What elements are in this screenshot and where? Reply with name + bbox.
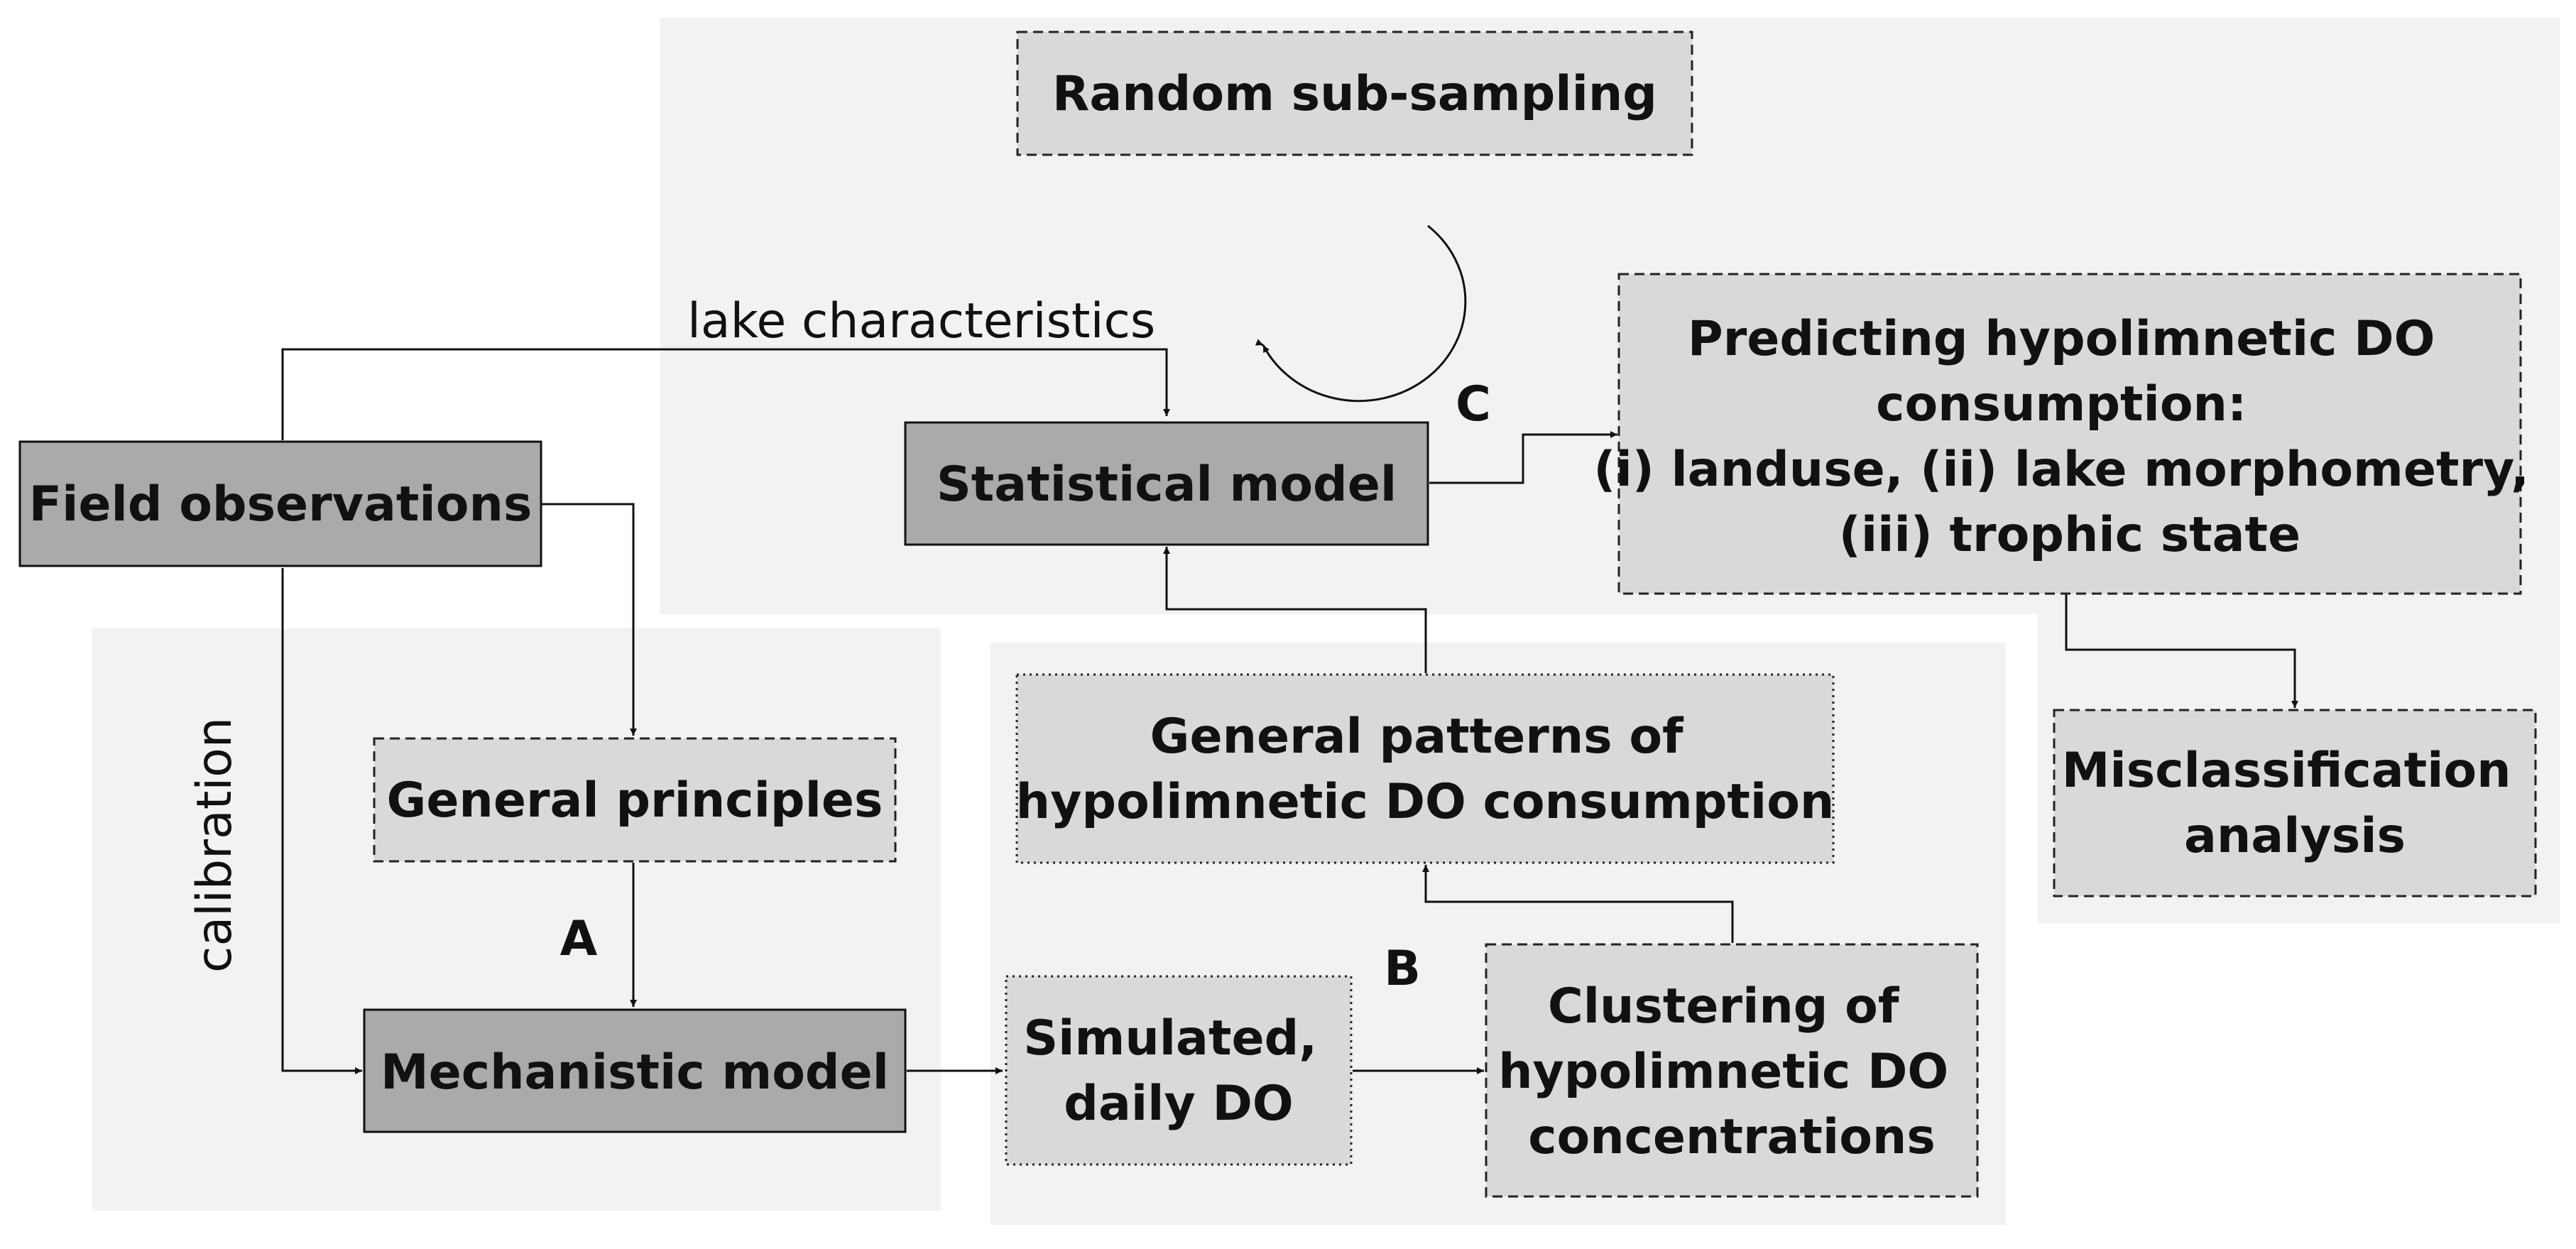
- label-calibration: calibration: [187, 717, 243, 973]
- node-random-subsampling: [1016, 31, 1693, 156]
- region-statistical: [660, 18, 2560, 923]
- edge-patterns-to-statistical: [1163, 547, 1427, 673]
- stage-label-c: C: [1456, 376, 1491, 432]
- edge-statistical-to-predicting: [1429, 431, 1617, 484]
- stage-label-b: B: [1384, 941, 1421, 997]
- label-predicting: Predicting hypolimnetic DO consumption: …: [1593, 311, 2545, 563]
- edge-predicting-to-misclassification: [2065, 594, 2298, 708]
- edge-field-to-statistical: [281, 348, 1170, 440]
- node-labels: Random sub-sampling Field observations S…: [29, 66, 2545, 1165]
- node-boxes: [18, 31, 2537, 1198]
- stage-label-a: A: [560, 911, 598, 967]
- node-statistical-model: [904, 421, 1429, 546]
- edge-field-to-principles: [541, 503, 637, 736]
- node-simulated-do: [1005, 975, 1353, 1166]
- label-simulated-do: Simulated, daily DO: [1023, 1010, 1334, 1132]
- node-general-patterns: [1015, 673, 1835, 864]
- label-lake-characteristics: lake characteristics: [687, 293, 1155, 349]
- node-field-observations: [18, 440, 542, 567]
- edge-clustering-to-patterns: [1422, 865, 1734, 943]
- label-misclassification: Misclassification analysis: [2062, 743, 2528, 864]
- edge-calibration: [281, 568, 362, 1074]
- label-mechanistic-model: Mechanistic model: [381, 1045, 889, 1101]
- label-random-subsampling: Random sub-sampling: [1052, 66, 1657, 122]
- connectors: [281, 224, 2298, 1074]
- label-general-patterns: General patterns of hypolimnetic DO cons…: [1016, 709, 1835, 830]
- node-clustering: [1485, 943, 1979, 1198]
- label-statistical-model: Statistical model: [937, 457, 1397, 513]
- node-general-principles: [373, 737, 897, 863]
- node-predicting: [1617, 273, 2522, 595]
- label-field-observations: Field observations: [29, 476, 533, 533]
- node-mechanistic-model: [363, 1008, 907, 1133]
- resampling-loop-return: [1255, 339, 1264, 347]
- label-clustering: Clustering of hypolimnetic DO concentrat…: [1498, 978, 1965, 1165]
- label-general-principles: General principles: [387, 773, 883, 829]
- annotations: lake characteristics calibration A B C: [187, 293, 1491, 997]
- node-misclassification: [2053, 709, 2537, 898]
- resampling-loop: [1262, 224, 1467, 403]
